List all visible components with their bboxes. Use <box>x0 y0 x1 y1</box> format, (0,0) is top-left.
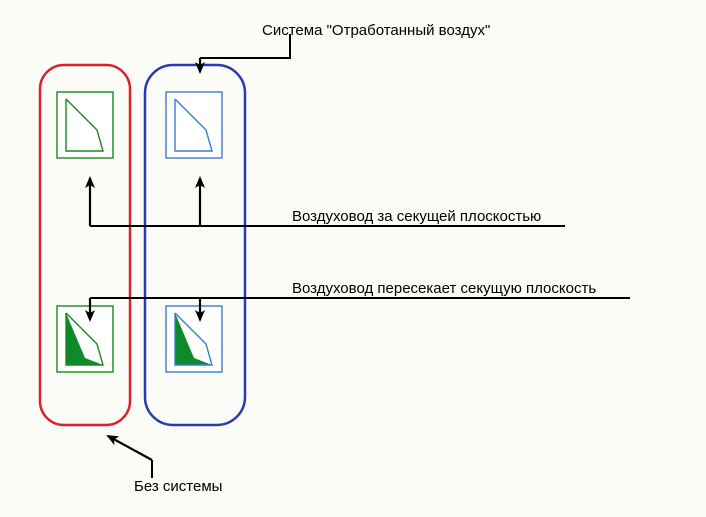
diagram-canvas <box>0 0 706 517</box>
icon-top-right <box>166 92 222 158</box>
arrow-to-left-group <box>108 436 152 460</box>
label-behind-plane: Воздуховод за секущей плоскостью <box>292 208 541 225</box>
label-no-system: Без системы <box>134 478 222 495</box>
label-crosses-plane: Воздуховод пересекает секущую плоскость <box>292 280 596 297</box>
icon-bottom-left <box>57 306 113 372</box>
icon-bottom-right <box>166 306 222 372</box>
label-system-exhaust: Система "Отработанный воздух" <box>262 22 490 39</box>
icon-top-left <box>57 92 113 158</box>
